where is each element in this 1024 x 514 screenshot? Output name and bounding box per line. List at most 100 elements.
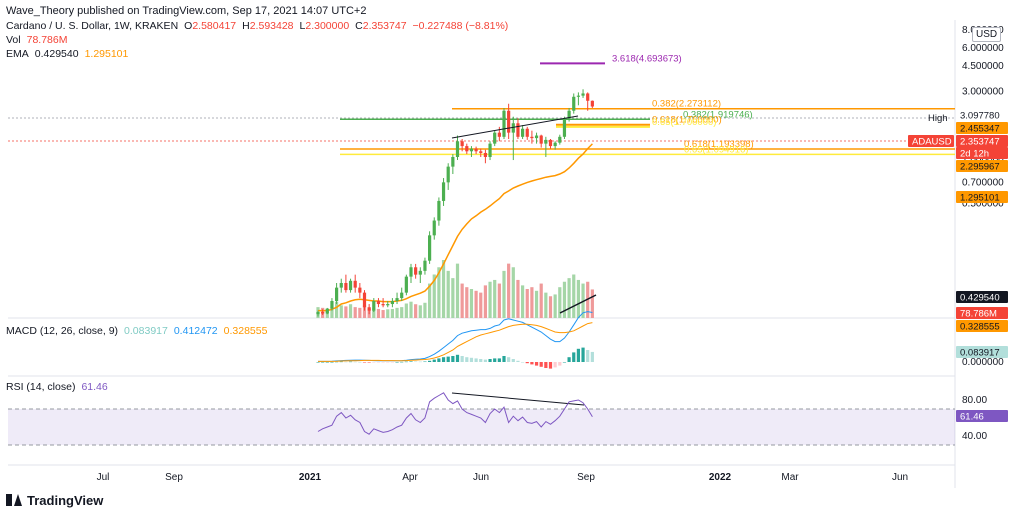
macd-hist-bar [474, 358, 478, 362]
volume-bar [432, 274, 436, 318]
macd-hist-bar [330, 362, 334, 363]
volume-bar [423, 302, 427, 318]
vol-label[interactable]: Vol [6, 34, 21, 46]
macd-hist-bar [400, 361, 404, 363]
time-tick-label: Jun [892, 472, 908, 483]
candle-body [335, 287, 339, 301]
macd-signal-value: 0.328555 [223, 325, 268, 337]
candle-body [362, 292, 367, 308]
candle-body [539, 135, 543, 144]
macd-line-value: 0.412472 [173, 325, 218, 337]
publish-line: Wave_Theory published on TradingView.com… [6, 5, 367, 17]
volume-bar [358, 307, 362, 318]
macd-signal-badge-bg [956, 320, 1008, 332]
volume-bar [362, 305, 367, 318]
ema-label[interactable]: EMA [6, 48, 29, 60]
fib-levels: 3.618(4.693673) 0.382(2.273112)0.382(1.91… [340, 53, 955, 155]
volume-bar [441, 260, 446, 318]
candle-body [437, 200, 441, 221]
price-trendline [451, 115, 579, 139]
volume-bar [460, 283, 464, 318]
price-tick-label: 0.500000 [962, 198, 1004, 209]
symbol-name[interactable]: Cardano / U. S. Dollar, 1W, KRAKEN [6, 20, 179, 32]
candle-body [558, 136, 562, 143]
macd-hist-bar [465, 357, 469, 362]
time-tick-label: Apr [402, 472, 418, 483]
candle-body [372, 300, 376, 311]
ema-badge-bg [956, 191, 1008, 203]
candle-body [451, 156, 455, 167]
time-axis[interactable]: Jul Sep 2021 Apr Jun Sep 2022 Mar Jun [97, 472, 908, 483]
fib-level-label: 3.618(4.693673) [612, 53, 682, 64]
volume-bar [474, 290, 478, 318]
ema-badge-text: 1.295101 [960, 193, 1000, 204]
low-label: L [299, 20, 306, 32]
volume-bar [446, 270, 450, 318]
volume-bar [525, 289, 529, 318]
rsi-label[interactable]: RSI (14, close) [6, 381, 76, 393]
volume-bar [576, 279, 580, 318]
volume-bar [372, 307, 376, 318]
candle-body [432, 220, 436, 236]
macd-signal-line [318, 322, 593, 362]
brand-name: TradingView [27, 492, 104, 508]
candle-body [572, 96, 576, 111]
volume-bar [428, 283, 432, 318]
candle-body [581, 93, 585, 96]
volume-bar [572, 274, 576, 318]
macd-hist-bar [358, 362, 362, 363]
rsi-badge-text: 61.46 [960, 412, 984, 423]
candle-body [511, 123, 515, 133]
candle-body [395, 298, 399, 301]
volume-bar [409, 301, 413, 318]
macd-hist-bar [428, 360, 432, 362]
symbol-header: Cardano / U. S. Dollar, 1W, KRAKEN O2.580… [6, 20, 514, 32]
rsi-band [8, 409, 955, 445]
volume-bar [339, 305, 343, 318]
candle-body [358, 287, 362, 293]
candle-body [455, 141, 460, 157]
price-tick-label: 4.500000 [962, 61, 1004, 72]
macd-hist-bar [590, 351, 594, 362]
high-value: 2.593428 [249, 20, 294, 32]
macd-hist-badge-text: 0.083917 [960, 348, 1000, 359]
change-value: −0.227488 (−8.81%) [412, 20, 509, 32]
ema1-value: 0.429540 [34, 48, 79, 60]
volume-bar [562, 281, 567, 318]
volume-bar [376, 308, 381, 318]
macd-hist-bar [446, 356, 450, 362]
candle-body [534, 135, 539, 139]
volume-bar [544, 292, 548, 318]
candle-body [465, 146, 469, 152]
volume-bar [507, 263, 511, 318]
volume-bar [558, 287, 562, 318]
candle-body [386, 304, 390, 306]
volume-header: Vol 78.786M [6, 34, 73, 46]
time-tick-label: Sep [165, 472, 183, 483]
volume-bar [414, 304, 418, 318]
symbol-badge-text: ADAUSD [912, 137, 952, 148]
ema-fast-badge-bg [956, 291, 1008, 303]
close-label: C [355, 20, 363, 32]
macd-header: MACD (12, 26, close, 9) 0.083917 0.412472 0… [6, 325, 273, 337]
candle-body [414, 267, 418, 275]
macd-hist-bar [367, 362, 371, 363]
candle-body [400, 292, 404, 299]
candle-body [525, 128, 529, 137]
currency-button[interactable]: USD [972, 27, 1002, 42]
tradingview-logo[interactable]: TradingView [6, 492, 103, 508]
macd-hist-bar [469, 357, 474, 362]
candle-body [469, 148, 474, 152]
macd-hist-bar [572, 352, 576, 362]
candle-body [418, 270, 422, 275]
price-tick-label: 3.000000 [962, 86, 1004, 97]
level-badge-bg [956, 160, 1008, 172]
volume-bar [381, 310, 385, 318]
volume-bar [386, 309, 390, 318]
volume-bar [348, 304, 353, 318]
macd-hist-bar [539, 362, 543, 367]
candle-body [367, 307, 371, 311]
candle-body [497, 132, 501, 137]
macd-label[interactable]: MACD (12, 26, close, 9) [6, 325, 119, 337]
